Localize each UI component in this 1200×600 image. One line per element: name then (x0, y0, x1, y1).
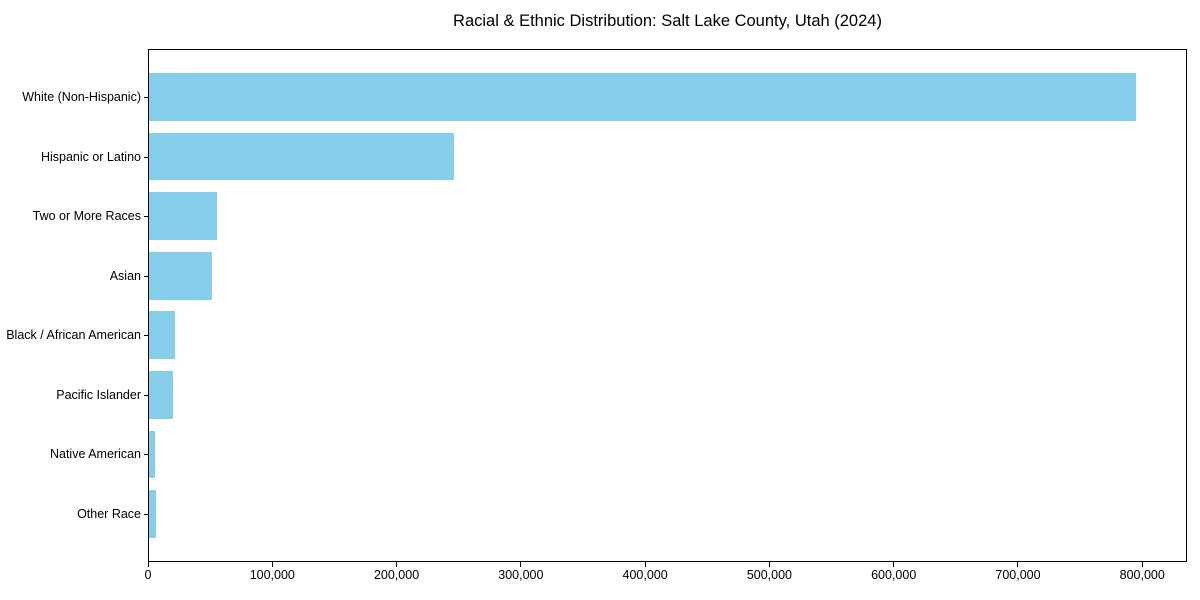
y-tick-label: Asian (109, 268, 141, 283)
bar (149, 132, 455, 181)
x-tick-mark (644, 562, 646, 567)
y-tick-mark (144, 394, 148, 396)
x-tick-label: 500,000 (746, 568, 792, 582)
y-tick-mark (144, 275, 148, 277)
bar (149, 490, 157, 538)
x-tick-label: 300,000 (498, 568, 544, 582)
y-tick-mark (144, 97, 148, 99)
y-tick-mark (144, 216, 148, 218)
x-tick-mark (1017, 562, 1019, 567)
bar (149, 192, 218, 240)
plot-area (148, 49, 1187, 562)
x-tick-label: 100,000 (249, 568, 295, 582)
x-tick-mark (893, 562, 895, 567)
x-tick-mark (396, 562, 398, 567)
bar (149, 311, 176, 360)
x-tick-mark (520, 562, 522, 567)
x-tick-mark (271, 562, 273, 567)
x-tick-label: 800,000 (1119, 568, 1165, 582)
y-tick-label: White (Non-Hispanic) (22, 90, 141, 105)
y-tick-mark (144, 454, 148, 456)
x-tick-label: 700,000 (995, 568, 1041, 582)
x-tick-label: 400,000 (622, 568, 668, 582)
y-tick-label: Two or More Races (32, 209, 141, 224)
y-tick-label: Other Race (77, 506, 141, 521)
bar (149, 430, 156, 479)
y-tick-mark (144, 335, 148, 337)
y-tick-label: Native American (49, 447, 141, 462)
y-tick-label: Black / African American (6, 328, 141, 343)
x-tick-mark (768, 562, 770, 567)
y-tick-label: Pacific Islander (56, 387, 141, 402)
x-tick-label: 200,000 (373, 568, 420, 582)
bar (149, 371, 173, 419)
x-tick-mark (147, 562, 149, 567)
y-tick-mark (144, 156, 148, 158)
bar (149, 251, 213, 300)
x-tick-label: 0 (144, 568, 152, 582)
bar (149, 73, 1137, 121)
x-tick-mark (1141, 562, 1143, 567)
x-tick-label: 600,000 (871, 568, 917, 582)
y-tick-mark (144, 513, 148, 515)
chart-title: Racial & Ethnic Distribution: Salt Lake … (453, 12, 882, 30)
y-tick-label: Hispanic or Latino (40, 149, 141, 164)
